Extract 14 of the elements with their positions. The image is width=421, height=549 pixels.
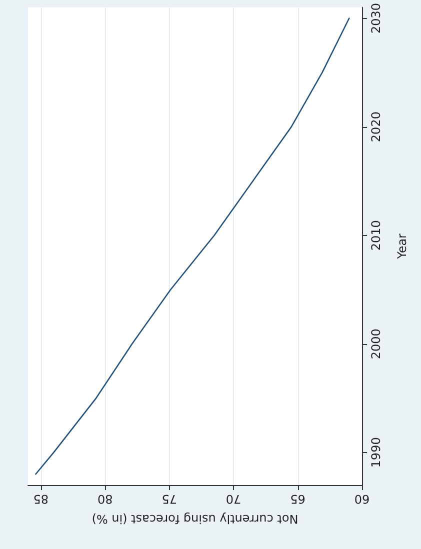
x-tick-label: 75 bbox=[162, 492, 177, 506]
x-axis-title: Not currently using forecast (in %) bbox=[92, 512, 298, 526]
line-series bbox=[35, 18, 350, 475]
x-tick-label: 85 bbox=[33, 492, 48, 506]
y-axis-title: Year bbox=[395, 233, 409, 260]
y-tick-label: 2000 bbox=[369, 328, 383, 360]
y-tick-label: 1990 bbox=[369, 437, 383, 468]
x-tick-label: 70 bbox=[226, 492, 242, 506]
y-tick-label: 2010 bbox=[369, 220, 383, 251]
x-tick-label: 60 bbox=[354, 492, 370, 506]
y-tick-label: 2030 bbox=[369, 2, 383, 34]
x-tick-label: 80 bbox=[97, 492, 113, 506]
x-tick-label: 65 bbox=[290, 492, 306, 506]
y-tick-label: 2020 bbox=[369, 112, 383, 142]
